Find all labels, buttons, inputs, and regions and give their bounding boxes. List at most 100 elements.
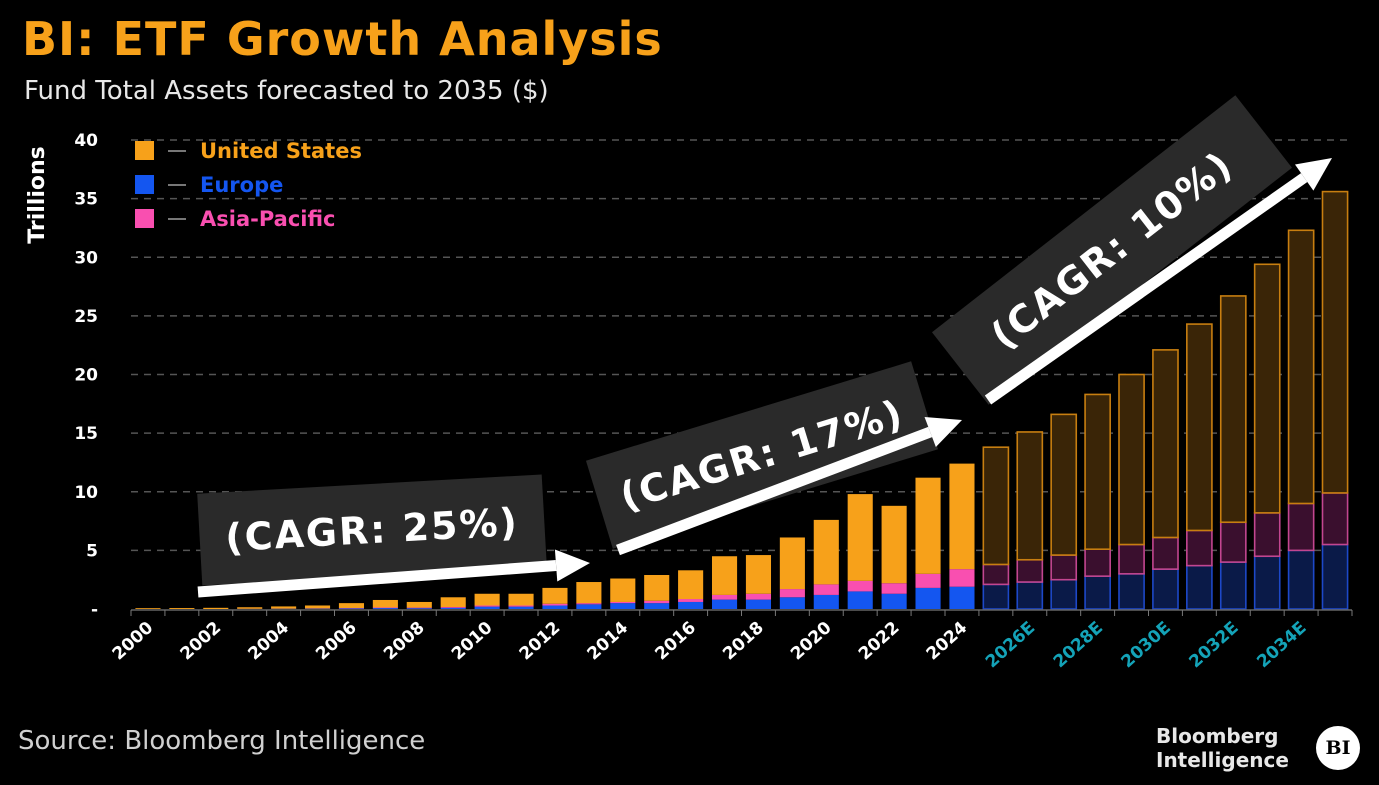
cagr-box-bg (931, 95, 1293, 405)
x-tick-label: 2014 (584, 618, 633, 665)
chart-title: BI: ETF Growth Analysis (22, 12, 663, 66)
bar-asia-pacific-2020 (813, 584, 839, 595)
legend-swatch-asia-pacific (135, 209, 154, 228)
bar-united-states-2023 (915, 477, 941, 574)
x-tick-label: 2000 (109, 618, 158, 665)
bar-united-states-2015 (644, 574, 670, 601)
bar-europe-2022 (881, 593, 907, 609)
bar-united-states-2013 (576, 582, 602, 604)
bar-united-states-2022 (881, 505, 907, 584)
bar-asia-pacific-2025E (982, 563, 1010, 586)
bar-united-states-2020 (813, 519, 839, 585)
bar-europe-2025E (982, 583, 1010, 610)
bloomberg-intelligence-logo: Bloomberg Intelligence (1156, 724, 1289, 772)
bar-united-states-2030E (1152, 349, 1179, 539)
bar-asia-pacific-2014 (610, 601, 636, 604)
bar-united-states-2018 (745, 555, 772, 594)
bar-europe-2015 (644, 603, 670, 609)
cagr-box-bg (585, 361, 939, 549)
x-tick-label: 2008 (380, 618, 429, 665)
bar-europe-2010 (474, 606, 500, 609)
bar-united-states-2014 (610, 578, 636, 602)
bars (135, 190, 1349, 610)
bar-asia-pacific-2015 (644, 600, 670, 604)
arrow-head-icon (554, 549, 590, 582)
bar-europe-2029E (1118, 573, 1145, 610)
x-axis: 2000 2002 2004 2006 2008 2010 2012 2014 2016 2018… (109, 609, 1353, 672)
bar-united-states-2007 (372, 599, 398, 608)
bar-asia-pacific-2011 (508, 605, 534, 607)
bar-united-states-2033E (1253, 263, 1281, 514)
cagr-box-bg (197, 474, 547, 586)
bar-united-states-2017 (711, 556, 738, 595)
bar-asia-pacific-2023 (915, 573, 941, 588)
bar-united-states-2010 (474, 593, 500, 606)
bi-logo-badge: BI (1316, 726, 1360, 770)
bar-united-states-2016 (678, 570, 704, 600)
x-tick-label: 2006 (312, 618, 361, 665)
bar-united-states-2002 (203, 607, 229, 609)
source-note: Source: Bloomberg Intelligence (18, 726, 426, 756)
bar-asia-pacific-2034E (1287, 502, 1315, 552)
bar-europe-2006 (338, 608, 365, 609)
y-tick-label: 20 (74, 366, 98, 386)
bar-asia-pacific-2013 (576, 603, 602, 605)
growth-arrow (197, 560, 557, 598)
bar-asia-pacific-2021 (847, 580, 873, 592)
bar-asia-pacific-2032E (1219, 521, 1247, 563)
bar-europe-2014 (610, 603, 636, 609)
bar-united-states-2028E (1084, 393, 1111, 551)
y-tick-label: 25 (74, 307, 98, 327)
bar-asia-pacific-2026E (1016, 558, 1044, 583)
bar-united-states-2003 (237, 607, 263, 609)
x-tick-label: 2030E (1118, 618, 1175, 672)
bar-europe-2028E (1084, 575, 1111, 610)
x-tick-label: 2026E (982, 618, 1039, 672)
bar-europe-2013 (576, 604, 602, 609)
bar-united-states-2019 (779, 537, 805, 590)
legend-swatch-united-states (135, 141, 154, 160)
x-tick-label: 2010 (448, 618, 497, 665)
bar-europe-2008 (406, 608, 432, 609)
bar-asia-pacific-2030E (1152, 536, 1179, 570)
y-axis-ticks: - 5 10 15 20 25 30 35 40 (74, 131, 98, 620)
bar-europe-2031E (1186, 564, 1213, 610)
y-tick-label: - (91, 600, 98, 620)
bar-united-states-2012 (542, 587, 568, 604)
bar-europe-2033E (1253, 555, 1281, 610)
bar-europe-2024 (949, 586, 975, 609)
bar-united-states-2031E (1186, 323, 1213, 532)
bar-europe-2021 (847, 591, 873, 609)
bar-europe-2035E (1321, 543, 1349, 610)
logo-line1: Bloomberg (1156, 724, 1279, 748)
bar-united-states-2035E (1321, 190, 1349, 494)
bar-europe-2026E (1016, 581, 1044, 610)
bar-united-states-2005 (304, 605, 331, 609)
bar-asia-pacific-2033E (1253, 512, 1281, 558)
bar-asia-pacific-2008 (406, 607, 432, 609)
bar-asia-pacific-2022 (881, 583, 907, 594)
y-tick-label: 15 (74, 424, 98, 444)
legend-label: Asia-Pacific (200, 207, 336, 231)
bar-united-states-2008 (406, 601, 432, 608)
bar-united-states-2011 (508, 593, 534, 606)
bar-europe-2007 (372, 608, 398, 609)
logo-line2: Intelligence (1156, 748, 1289, 772)
x-tick-label: 2034E (1253, 618, 1310, 672)
chart-subtitle: Fund Total Assets forecasted to 2035 ($) (24, 76, 549, 106)
bar-europe-2018 (745, 599, 772, 609)
arrow-head-icon (1294, 158, 1332, 191)
bar-united-states-2001 (169, 608, 195, 609)
bar-united-states-2026E (1016, 431, 1044, 561)
bar-asia-pacific-2029E (1118, 543, 1145, 575)
y-tick-label: 5 (86, 541, 98, 561)
bar-europe-2032E (1219, 561, 1247, 610)
bar-europe-2027E (1050, 578, 1078, 610)
bar-asia-pacific-2031E (1186, 529, 1213, 567)
bar-united-states-2004 (271, 606, 297, 609)
bar-united-states-2029E (1118, 373, 1145, 546)
y-tick-label: 10 (74, 483, 98, 503)
x-tick-label: 2016 (651, 618, 700, 665)
bar-united-states-2021 (847, 494, 873, 581)
